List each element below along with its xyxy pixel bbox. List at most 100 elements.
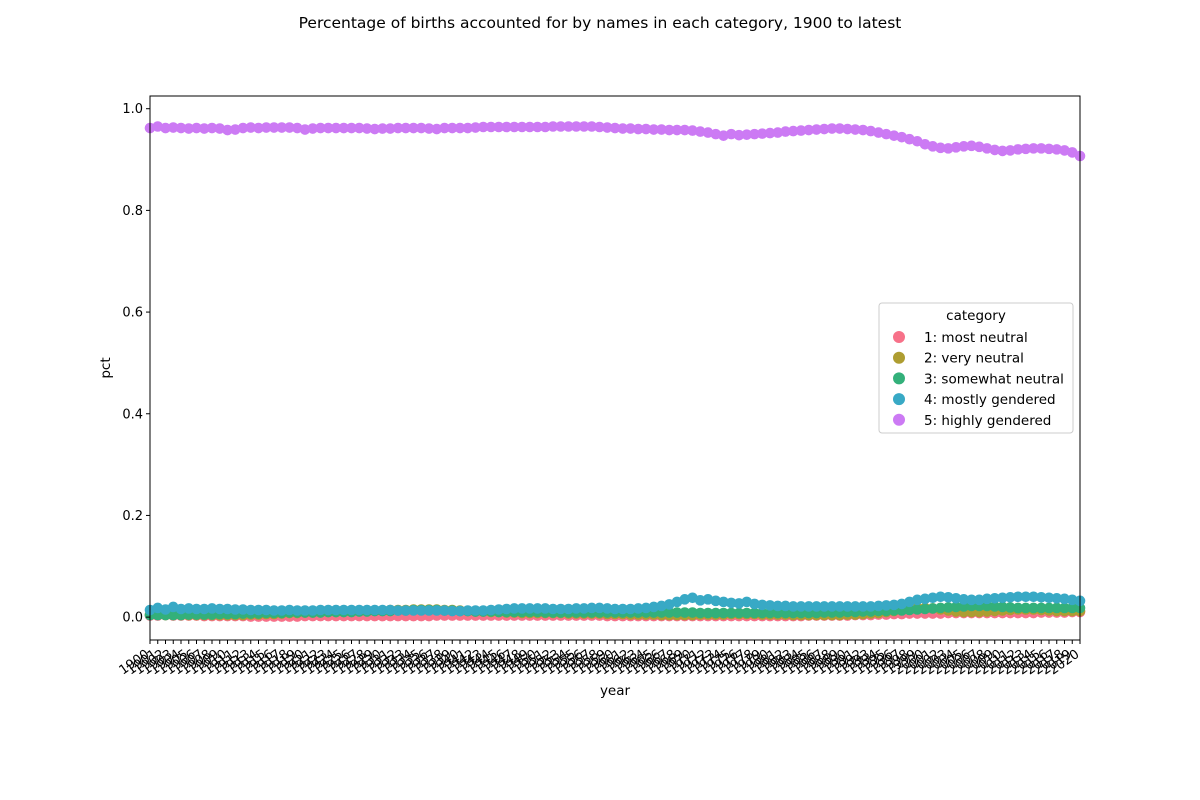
data-point <box>268 605 280 616</box>
data-point <box>191 122 202 134</box>
data-point <box>462 605 474 616</box>
data-point <box>346 604 357 616</box>
data-point <box>299 605 311 616</box>
data-point <box>431 123 443 135</box>
data-point <box>198 603 210 615</box>
data-point <box>1043 602 1055 614</box>
data-point <box>563 121 574 132</box>
legend-label: 3: somewhat neutral <box>924 371 1064 387</box>
data-point <box>710 607 722 619</box>
data-point <box>1051 593 1063 604</box>
data-point <box>408 122 419 134</box>
data-point <box>687 125 698 136</box>
data-point <box>1020 143 1032 155</box>
data-point <box>935 142 946 154</box>
data-point <box>950 601 962 613</box>
data-point <box>400 605 412 616</box>
data-point <box>338 604 350 616</box>
data-point <box>826 601 838 612</box>
data-point <box>322 122 334 134</box>
data-point <box>454 605 466 617</box>
data-point <box>911 604 923 615</box>
legend-marker <box>893 372 905 385</box>
data-point <box>787 125 799 137</box>
y-tick-label: 0.0 <box>122 611 143 626</box>
data-point <box>454 122 466 134</box>
data-point <box>1035 143 1047 154</box>
data-point <box>679 124 691 136</box>
data-point <box>229 604 241 615</box>
data-point <box>950 593 962 604</box>
data-point <box>849 601 861 612</box>
data-point <box>679 607 691 618</box>
data-point <box>1043 592 1055 604</box>
data-point <box>408 605 419 616</box>
legend-entry: 2: very neutral <box>893 351 1024 367</box>
data-point <box>191 603 202 615</box>
legend-marker <box>893 393 905 406</box>
data-point <box>392 605 404 616</box>
data-point <box>516 603 528 614</box>
data-point <box>501 121 512 133</box>
data-point <box>989 593 1001 604</box>
data-point <box>632 603 644 614</box>
data-point <box>284 604 295 616</box>
data-point <box>175 603 187 615</box>
data-point <box>183 123 195 134</box>
data-point <box>640 123 652 135</box>
data-point <box>958 141 970 152</box>
data-point <box>834 601 846 612</box>
data-point <box>663 607 675 618</box>
data-point <box>818 123 830 135</box>
data-point <box>989 601 1001 612</box>
data-point <box>617 123 629 134</box>
data-point <box>1066 602 1078 614</box>
data-point <box>524 121 536 133</box>
data-point <box>671 124 683 136</box>
data-point <box>625 603 636 615</box>
data-point <box>818 601 830 612</box>
data-point <box>307 605 319 616</box>
data-point <box>1059 593 1070 605</box>
data-point <box>741 129 753 140</box>
data-point <box>198 123 210 134</box>
data-point <box>439 122 450 134</box>
data-point <box>966 594 977 606</box>
data-point <box>1004 145 1016 156</box>
y-tick-label: 0.6 <box>122 306 143 321</box>
data-point <box>687 607 698 618</box>
data-point <box>586 121 598 132</box>
data-point <box>780 126 791 137</box>
data-point <box>756 128 768 139</box>
data-point <box>725 128 737 140</box>
data-point <box>942 143 954 154</box>
data-point <box>981 593 993 605</box>
data-point <box>470 122 481 133</box>
data-point <box>973 594 985 606</box>
data-point <box>167 122 179 133</box>
data-point <box>508 603 520 614</box>
data-point <box>485 121 497 133</box>
data-point <box>842 601 853 612</box>
data-point <box>811 124 822 135</box>
data-point <box>508 121 520 133</box>
data-point <box>1035 602 1047 614</box>
data-point <box>725 597 737 609</box>
data-point <box>942 591 954 603</box>
data-point <box>911 594 923 606</box>
data-point <box>764 127 776 139</box>
data-point <box>222 603 233 615</box>
axes: 0.00.20.40.60.81.01900190119021903190419… <box>117 102 1083 678</box>
data-point <box>446 605 458 617</box>
data-point <box>857 601 869 612</box>
data-point <box>237 122 249 134</box>
data-point <box>175 122 187 134</box>
data-point <box>415 122 427 134</box>
data-point <box>625 123 636 134</box>
data-point <box>392 122 404 134</box>
data-point <box>1043 143 1055 155</box>
legend-entry: 5: highly gendered <box>893 413 1051 429</box>
data-point <box>958 594 970 605</box>
data-point <box>423 605 435 616</box>
data-point <box>834 123 846 134</box>
